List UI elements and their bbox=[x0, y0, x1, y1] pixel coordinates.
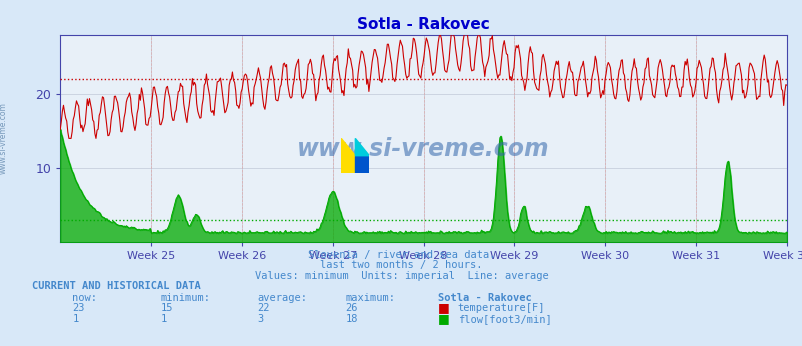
Text: www.si-vreme.com: www.si-vreme.com bbox=[297, 137, 549, 161]
Title: Sotla - Rakovec: Sotla - Rakovec bbox=[357, 17, 489, 32]
Text: Slovenia / river and sea data.: Slovenia / river and sea data. bbox=[307, 250, 495, 260]
Text: ■: ■ bbox=[437, 301, 449, 315]
Text: 23: 23 bbox=[72, 303, 85, 313]
Text: now:: now: bbox=[72, 293, 97, 303]
Text: average:: average: bbox=[257, 293, 306, 303]
Text: flow[foot3/min]: flow[foot3/min] bbox=[457, 314, 551, 324]
Text: temperature[F]: temperature[F] bbox=[457, 303, 545, 313]
Text: Sotla - Rakovec: Sotla - Rakovec bbox=[437, 293, 531, 303]
Text: 18: 18 bbox=[345, 314, 358, 324]
Text: 1: 1 bbox=[72, 314, 79, 324]
Polygon shape bbox=[341, 138, 354, 173]
Text: maximum:: maximum: bbox=[345, 293, 395, 303]
Text: 3: 3 bbox=[257, 314, 263, 324]
Text: 1: 1 bbox=[160, 314, 167, 324]
Text: Values: minimum  Units: imperial  Line: average: Values: minimum Units: imperial Line: av… bbox=[254, 271, 548, 281]
Text: minimum:: minimum: bbox=[160, 293, 210, 303]
Text: 15: 15 bbox=[160, 303, 173, 313]
Text: 22: 22 bbox=[257, 303, 269, 313]
Text: CURRENT AND HISTORICAL DATA: CURRENT AND HISTORICAL DATA bbox=[32, 281, 200, 291]
Polygon shape bbox=[354, 138, 369, 156]
Text: www.si-vreme.com: www.si-vreme.com bbox=[0, 102, 8, 174]
Text: 26: 26 bbox=[345, 303, 358, 313]
Text: ■: ■ bbox=[437, 312, 449, 325]
Polygon shape bbox=[354, 156, 369, 173]
Text: last two months / 2 hours.: last two months / 2 hours. bbox=[320, 260, 482, 270]
